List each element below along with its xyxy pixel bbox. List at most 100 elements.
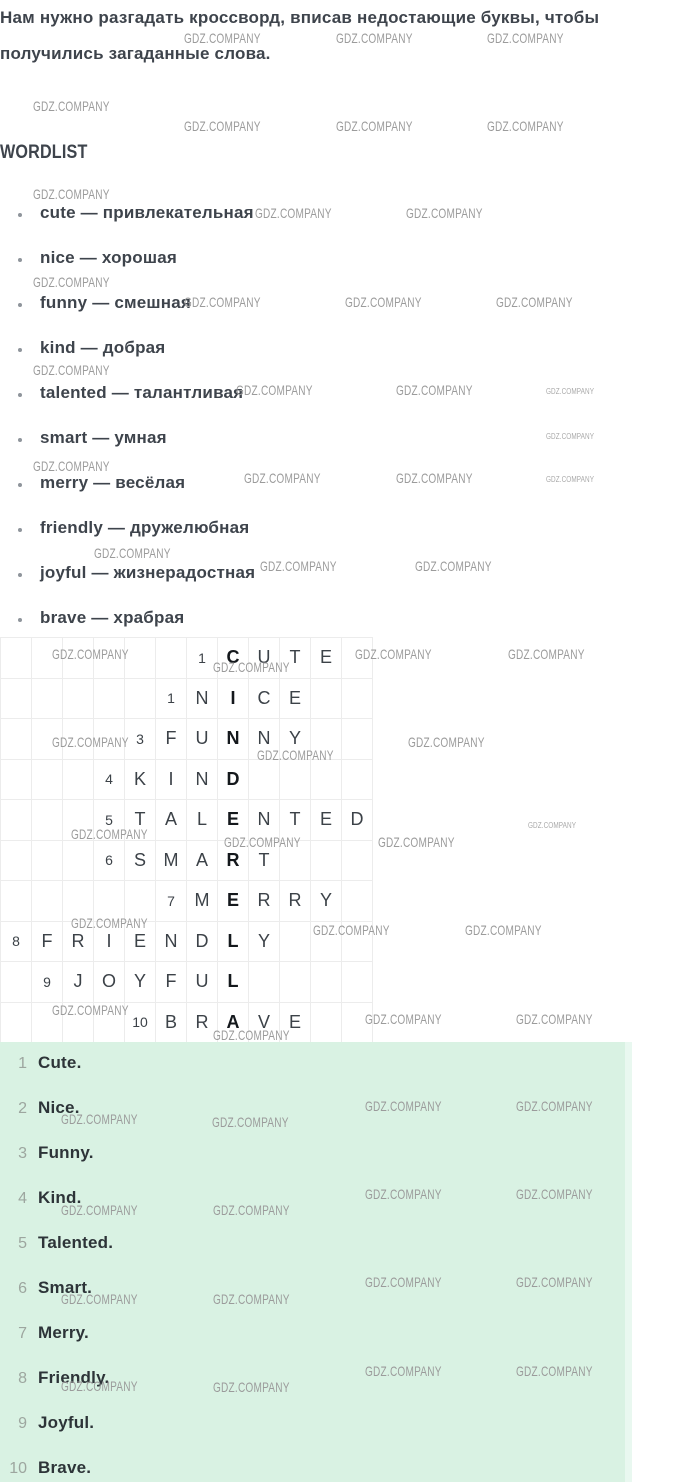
watermark-text: GDZ.COMPANY (546, 387, 595, 396)
intro-line: получились загаданные слова. (0, 44, 271, 63)
crossword-cell: A (187, 840, 218, 881)
crossword-letter: L (227, 971, 239, 992)
crossword-letter: E (288, 1011, 301, 1032)
crossword-cell (125, 678, 156, 719)
crossword-letter: U (257, 647, 271, 668)
wordlist-item: talented — талантливая (0, 380, 500, 406)
crossword-letter: Y (319, 890, 332, 911)
watermark-text: GDZ.COMPANY (365, 1011, 442, 1027)
crossword-clue-number: 4 (105, 771, 113, 788)
wordlist-heading: WORDLIST (0, 142, 88, 163)
crossword-cell: M (187, 881, 218, 922)
crossword-letter: N (195, 687, 209, 708)
answer-text: Cute. (38, 1053, 82, 1072)
watermark-text: GDZ.COMPANY (33, 362, 110, 378)
crossword-cell (280, 962, 311, 1003)
answer-text: Joyful. (38, 1413, 95, 1432)
answer-row: 8 Friendly. (0, 1368, 109, 1390)
watermark-text: GDZ.COMPANY (465, 922, 542, 938)
wordlist-item-text: kind — добрая (40, 338, 166, 357)
crossword-cell (311, 840, 342, 881)
crossword-letter: E (226, 890, 239, 911)
crossword-cell (63, 840, 94, 881)
crossword-clue-number: 9 (43, 973, 51, 990)
answer-number: 3 (18, 1145, 27, 1162)
crossword-cell: D (342, 800, 373, 841)
crossword-cell (249, 962, 280, 1003)
crossword-cell (32, 678, 63, 719)
crossword-cell (1, 1002, 32, 1043)
wordlist-item-text: joyful — жизнерадостная (40, 563, 256, 582)
intro-line: Нам нужно разгадать кроссворд, вписав не… (0, 8, 600, 27)
crossword-cell (32, 800, 63, 841)
wordlist-item: friendly — дружелюбная (0, 515, 500, 541)
crossword-letter: R (195, 1011, 209, 1032)
answer-number: 6 (18, 1280, 27, 1297)
wordlist-item-text: cute — привлекательная (40, 203, 254, 222)
crossword-letter: N (164, 930, 178, 951)
crossword-cell (342, 759, 373, 800)
crossword-cell: N (218, 719, 249, 760)
crossword-cell: T (280, 638, 311, 679)
crossword-letter: F (165, 728, 177, 749)
answer-text: Friendly. (38, 1368, 110, 1387)
crossword-cell: I (94, 921, 125, 962)
crossword-cell: F (32, 921, 63, 962)
crossword-cell: I (156, 759, 187, 800)
crossword-cell (342, 881, 373, 922)
crossword-cell: M (156, 840, 187, 881)
crossword-letter: E (288, 687, 301, 708)
crossword-letter: N (226, 728, 240, 749)
answer-number: 10 (9, 1460, 27, 1477)
crossword-cell (1, 719, 32, 760)
crossword-cell (342, 921, 373, 962)
answer-row: 6 Smart. (0, 1278, 92, 1300)
answer-text: Merry. (38, 1323, 89, 1342)
watermark-text: GDZ.COMPANY (546, 432, 595, 441)
answer-row: 4 Kind. (0, 1188, 82, 1210)
crossword-cell: D (187, 921, 218, 962)
crossword-cell: Y (311, 881, 342, 922)
watermark-text: GDZ.COMPANY (516, 1011, 593, 1027)
crossword-letter: I (230, 687, 236, 708)
crossword-cell: T (125, 800, 156, 841)
crossword-clue-number: 10 (132, 1014, 148, 1031)
crossword-cell: K (125, 759, 156, 800)
crossword-cell (311, 921, 342, 962)
crossword-letter: O (101, 971, 116, 992)
answer-row: 10 Brave. (0, 1458, 91, 1480)
answer-number: 7 (18, 1325, 27, 1342)
crossword-letter: E (319, 647, 332, 668)
crossword-letter: U (195, 971, 209, 992)
crossword-cell: I (218, 678, 249, 719)
crossword-cell: 9 (32, 962, 63, 1003)
crossword-letter: I (106, 930, 112, 951)
crossword-cell: S (125, 840, 156, 881)
crossword-letter: N (257, 728, 271, 749)
crossword-letter: E (319, 809, 332, 830)
crossword-cell (63, 719, 94, 760)
answer-text: Smart. (38, 1278, 93, 1297)
crossword-letter: T (134, 809, 146, 830)
crossword-cell: U (249, 638, 280, 679)
crossword-cell: E (125, 921, 156, 962)
watermark-text: GDZ.COMPANY (508, 646, 585, 662)
crossword-cell: N (249, 800, 280, 841)
watermark-text: GDZ.COMPANY (184, 118, 261, 134)
crossword-cell (1, 962, 32, 1003)
crossword-cell: T (249, 840, 280, 881)
bullet-icon (18, 483, 22, 487)
watermark-text: GDZ.COMPANY (528, 821, 577, 830)
crossword-cell: C (218, 638, 249, 679)
crossword-cell (342, 1002, 373, 1043)
bullet-icon (18, 393, 22, 397)
crossword-cell: E (311, 638, 342, 679)
crossword-letter: F (41, 930, 53, 951)
crossword-cell: F (156, 719, 187, 760)
crossword-cell (32, 759, 63, 800)
crossword-cell (1, 840, 32, 881)
wordlist-item-text: talented — талантливая (40, 383, 244, 402)
crossword-clue-number: 7 (167, 892, 175, 909)
answer-row: 2 Nice. (0, 1098, 80, 1120)
bullet-icon (18, 528, 22, 532)
